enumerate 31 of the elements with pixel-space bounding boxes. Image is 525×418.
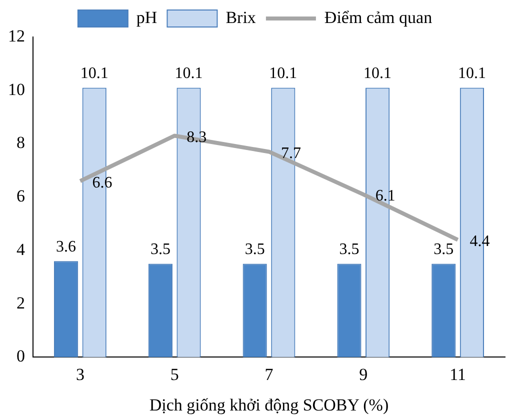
legend-label: Brix [226, 8, 256, 27]
x-tick-label: 9 [359, 364, 368, 384]
data-label: 10.1 [269, 64, 298, 82]
data-label: 3.5 [339, 241, 360, 258]
data-label: 3.5 [150, 241, 170, 258]
y-tick-label: 8 [16, 133, 25, 152]
data-label: 4.4 [470, 232, 490, 250]
data-label: 10.1 [458, 64, 486, 82]
data-label: 10.1 [80, 64, 108, 82]
data-label: 3.6 [56, 238, 76, 256]
y-tick-label: 12 [8, 26, 25, 46]
data-label: 10.1 [364, 64, 392, 82]
data-label: 6.6 [92, 174, 112, 192]
data-label: 8.3 [186, 128, 207, 146]
data-label: 3.5 [434, 241, 454, 258]
y-tick-label: 2 [16, 293, 25, 312]
y-tick-label: 0 [16, 346, 25, 366]
y-tick-label: 10 [8, 80, 25, 99]
data-label: 7.7 [281, 144, 301, 162]
x-tick-label: 5 [170, 364, 179, 384]
x-axis-title: Dịch giống khởi động SCOBY (%) [149, 395, 389, 414]
y-tick-label: 4 [16, 240, 26, 259]
x-tick-label: 3 [76, 364, 84, 384]
legend-label: Điểm cảm quan [324, 8, 433, 27]
data-label: 6.1 [375, 188, 396, 205]
x-tick-label: 11 [450, 364, 466, 384]
x-tick-label: 7 [264, 364, 274, 384]
legend-label: pH [136, 8, 158, 27]
data-label: 10.1 [174, 64, 203, 82]
data-label: 3.5 [244, 241, 265, 258]
y-tick-label: 6 [16, 186, 25, 206]
